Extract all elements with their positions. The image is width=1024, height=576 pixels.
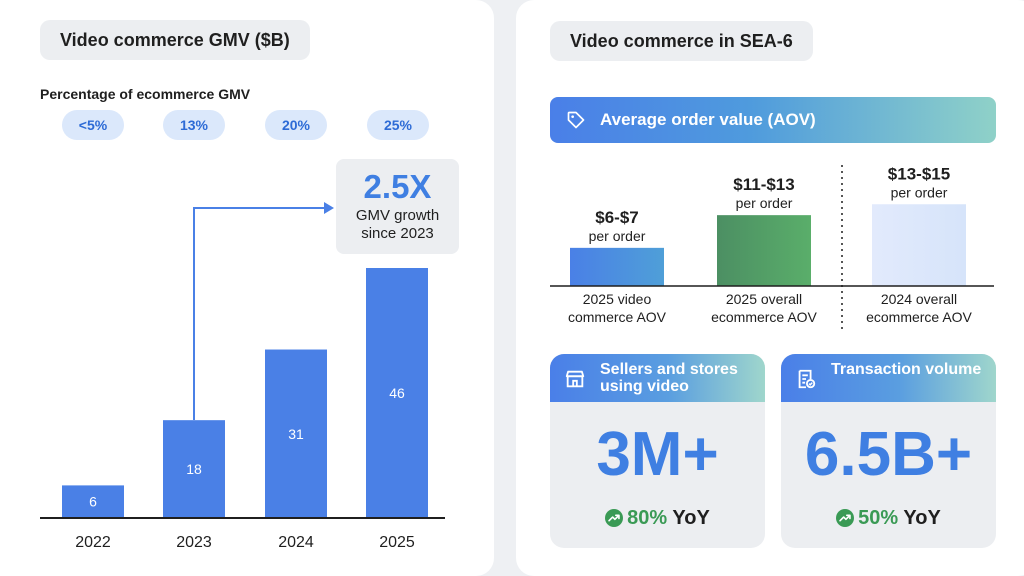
gmv-title: Video commerce GMV ($B) <box>40 20 310 60</box>
tag-icon <box>566 110 586 135</box>
aov-sub-label-2: per order <box>736 195 793 211</box>
aov-bar-3 <box>872 204 966 286</box>
transactions-card-title: Transaction volume <box>831 361 982 378</box>
transactions-yoy-label: YoY <box>903 507 941 529</box>
gmv-bar-label-2025: 46 <box>389 385 405 401</box>
gmv-bar-2023 <box>163 420 225 518</box>
pct-pill-2023: 13% <box>163 110 225 140</box>
aov-category-2-line1: 2025 overall <box>726 291 802 307</box>
aov-value-label-3: $13-$15 <box>888 164 950 183</box>
aov-header: Average order value (AOV) <box>550 97 996 143</box>
transactions-card: Transaction volume 6.5B+ 50% YoY <box>781 354 996 548</box>
aov-category-1-line1: 2025 video <box>583 291 652 307</box>
gmv-bar-2024 <box>265 349 327 518</box>
pct-heading: Percentage of ecommerce GMV <box>40 86 251 102</box>
aov-header-label: Average order value (AOV) <box>600 110 816 129</box>
growth-value: 2.5X <box>363 168 432 205</box>
aov-value-label-2: $11-$13 <box>733 175 794 194</box>
transactions-card-header: Transaction volume <box>781 354 996 402</box>
pct-pill-2022: <5% <box>62 110 124 140</box>
aov-category-3-line1: 2024 overall <box>881 291 957 307</box>
gmv-x-tick-2025: 2025 <box>379 534 415 551</box>
trend-up-icon <box>836 509 855 533</box>
gmv-bar-label-2024: 31 <box>288 426 304 442</box>
sellers-yoy-label: YoY <box>672 507 710 529</box>
growth-text: GMV growth since 2023 <box>355 207 440 242</box>
sellers-yoy-pct: 80% <box>627 507 668 529</box>
aov-bar-1 <box>570 247 664 286</box>
transactions-yoy: 50% YoY <box>781 506 996 533</box>
transactions-yoy-pct: 50% <box>858 507 899 529</box>
sellers-card-header: Sellers and stores using video <box>550 354 765 402</box>
aov-sub-label-1: per order <box>589 228 646 244</box>
pct-pill-2025: 25% <box>367 110 429 140</box>
sellers-card: Sellers and stores using video 3M+ 80% Y… <box>550 354 765 548</box>
sellers-card-title: Sellers and stores using video <box>600 361 738 395</box>
trend-up-icon <box>605 509 624 533</box>
storefront-icon <box>564 368 586 394</box>
aov-value-label-1: $6-$7 <box>595 208 638 227</box>
gmv-x-tick-2022: 2022 <box>75 534 111 551</box>
sea6-title: Video commerce in SEA-6 <box>550 21 813 61</box>
sellers-value: 3M+ <box>596 420 719 489</box>
aov-sub-label-3: per order <box>891 184 948 200</box>
aov-bar-2 <box>717 215 811 286</box>
receipt-icon <box>795 368 817 394</box>
sellers-yoy: 80% YoY <box>550 506 765 533</box>
growth-arrow <box>193 207 332 420</box>
gmv-bar-2022 <box>62 485 124 518</box>
aov-category-1-line2: commerce AOV <box>568 309 667 325</box>
gmv-bar-label-2022: 6 <box>89 494 97 510</box>
gmv-x-tick-2024: 2024 <box>278 534 314 551</box>
growth-callout: 2.5X GMV growth since 2023 <box>336 159 459 254</box>
gmv-x-tick-2023: 2023 <box>176 534 212 551</box>
transactions-value: 6.5B+ <box>804 420 973 489</box>
pct-pill-2024: 20% <box>265 110 327 140</box>
gmv-bar-label-2023: 18 <box>186 461 202 477</box>
aov-category-3-line2: ecommerce AOV <box>866 309 972 325</box>
gmv-bar-chart: 6 2022 18 2023 31 2024 46 2025 <box>40 202 445 551</box>
gmv-bar-2025 <box>366 268 428 518</box>
growth-arrow-head <box>324 202 334 214</box>
aov-category-2-line2: ecommerce AOV <box>711 309 817 325</box>
